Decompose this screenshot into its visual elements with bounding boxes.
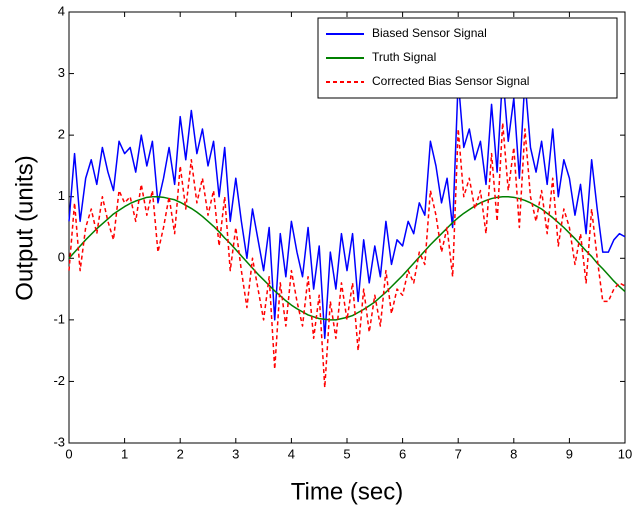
x-tick-label: 0 bbox=[65, 446, 72, 461]
x-tick-label: 10 bbox=[618, 446, 632, 461]
y-tick-label: -3 bbox=[53, 434, 65, 449]
y-tick-label: -2 bbox=[53, 373, 65, 388]
y-tick-label: 4 bbox=[58, 3, 65, 18]
legend-label: Corrected Bias Sensor Signal bbox=[372, 74, 529, 88]
series-line bbox=[68, 122, 626, 389]
x-tick-label: 4 bbox=[288, 446, 295, 461]
legend-label: Truth Signal bbox=[372, 50, 436, 64]
legend bbox=[317, 17, 618, 99]
y-tick-label: 3 bbox=[58, 65, 65, 80]
x-tick-label: 6 bbox=[399, 446, 406, 461]
x-tick-label: 8 bbox=[510, 446, 517, 461]
x-tick-label: 7 bbox=[455, 446, 462, 461]
legend-label: Biased Sensor Signal bbox=[372, 26, 487, 40]
y-tick-label: 1 bbox=[58, 188, 65, 203]
y-tick-label: 0 bbox=[58, 250, 65, 265]
x-tick-label: 9 bbox=[566, 446, 573, 461]
x-axis-label: Time (sec) bbox=[291, 478, 403, 505]
series-line bbox=[68, 72, 626, 340]
x-tick-label: 2 bbox=[177, 446, 184, 461]
y-tick-label: 2 bbox=[58, 127, 65, 142]
y-tick-label: -1 bbox=[53, 311, 65, 326]
x-tick-label: 1 bbox=[121, 446, 128, 461]
x-tick-label: 3 bbox=[232, 446, 239, 461]
x-tick-label: 5 bbox=[343, 446, 350, 461]
y-axis-label: Output (units) bbox=[11, 155, 38, 300]
